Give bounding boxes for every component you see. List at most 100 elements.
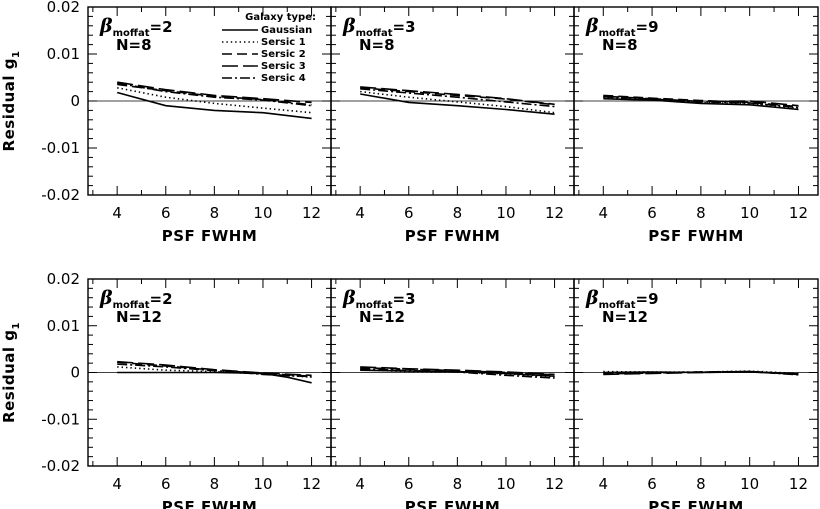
x-tick-label: 10: [496, 475, 515, 493]
x-tick-label: 8: [696, 204, 706, 222]
n-label: N=8: [116, 36, 152, 54]
legend-entry: Gaussian: [261, 25, 312, 36]
x-axis-label: PSF FWHM: [405, 498, 501, 509]
panel-6: 4 6 8 10 12 PSF FWHM βmoffat=9N=12: [573, 278, 819, 509]
beta-value: =9: [636, 18, 659, 36]
x-tick-label: 4: [599, 204, 609, 222]
x-tick-label: 12: [545, 475, 564, 493]
panel-5: 4 6 8 10 12 PSF FWHM βmoffat=3N=12: [330, 278, 575, 509]
x-tick-label: 12: [789, 204, 808, 222]
x-axis-label: PSF FWHM: [648, 498, 744, 509]
beta-symbol: β: [342, 287, 356, 309]
legend-entry: Sersic 2: [261, 49, 306, 60]
y-axis-label-sub: 1: [11, 322, 22, 329]
n-label: N=8: [602, 36, 638, 54]
y-tick-label: -0.01: [41, 410, 80, 428]
beta-value: =2: [150, 290, 173, 308]
beta-subscript: moffat: [356, 300, 393, 311]
x-tick-label: 8: [210, 204, 220, 222]
panel-4: 4 6 8 10 12 -0.02 -0.01 0 0.01 0.02 PSF FWHM Residu…: [0, 270, 332, 509]
n-label: N=12: [359, 308, 405, 326]
beta-subscript: moffat: [113, 300, 150, 311]
series-line-sersic-3: [117, 81, 312, 104]
y-tick-label: 0: [70, 364, 80, 382]
x-axis-label: PSF FWHM: [162, 498, 258, 509]
beta-subscript: moffat: [599, 300, 636, 311]
x-tick-label: 6: [404, 204, 414, 222]
panel-1: 4 6 8 10 12 -0.02 -0.01 0 0.01 0.02 PSF FWHM Residu…: [0, 0, 332, 245]
series-line-gaussian: [360, 93, 555, 115]
x-tick-label: 4: [112, 204, 122, 222]
x-tick-label: 4: [599, 475, 609, 493]
x-axis-label: PSF FWHM: [648, 227, 744, 245]
y-tick-label: 0: [70, 92, 80, 110]
x-tick-label: 12: [789, 475, 808, 493]
n-label: N=8: [359, 36, 395, 54]
series-line-sersic-3: [360, 86, 555, 106]
beta-symbol: β: [585, 287, 599, 309]
y-tick-label: -0.02: [41, 186, 80, 204]
beta-value: =9: [636, 290, 659, 308]
series-line-gaussian: [116, 91, 312, 120]
y-tick-label: 0.02: [47, 0, 80, 16]
y-tick-label: -0.02: [41, 457, 80, 475]
beta-label: βmoffat=3: [342, 15, 416, 39]
x-tick-label: 6: [161, 475, 171, 493]
n-label: N=12: [602, 308, 648, 326]
y-tick-label: 0.02: [47, 270, 80, 288]
x-tick-label: 12: [302, 475, 321, 493]
series-line-sersic-3: [117, 360, 312, 377]
series-line-sersic-4: [360, 88, 555, 108]
x-tick-label: 8: [453, 475, 463, 493]
series-line-gaussian: [603, 97, 799, 111]
x-tick-label: 4: [355, 475, 365, 493]
x-tick-label: 4: [355, 204, 365, 222]
beta-subscript: moffat: [599, 28, 636, 39]
y-tick-label: -0.01: [41, 139, 80, 157]
beta-symbol: β: [99, 287, 113, 309]
legend-entry: Sersic 3: [261, 61, 306, 72]
beta-symbol: β: [585, 15, 599, 37]
y-axis-label-main: Residual g: [0, 58, 18, 151]
x-tick-label: 6: [161, 204, 171, 222]
series-line-sersic-3: [360, 366, 555, 376]
x-tick-label: 8: [210, 475, 220, 493]
x-tick-label: 8: [696, 475, 706, 493]
x-axis-label: PSF FWHM: [405, 227, 501, 245]
x-tick-label: 10: [496, 204, 515, 222]
x-axis-label: PSF FWHM: [162, 227, 258, 245]
x-tick-label: 6: [647, 475, 657, 493]
beta-label: βmoffat=9: [585, 15, 659, 39]
x-tick-label: 6: [647, 204, 657, 222]
x-tick-label: 10: [253, 204, 272, 222]
panel-3: 4 6 8 10 12 PSF FWHM βmoffat=9N=8: [573, 6, 819, 245]
legend-entry: Sersic 4: [261, 73, 306, 84]
beta-label: βmoffat=2: [99, 287, 173, 311]
beta-value: =3: [393, 290, 416, 308]
x-tick-label: 10: [740, 475, 759, 493]
x-tick-label: 6: [404, 475, 414, 493]
beta-label: βmoffat=3: [342, 287, 416, 311]
x-tick-label: 10: [253, 475, 272, 493]
beta-value: =2: [150, 18, 173, 36]
series-line-sersic-4: [603, 96, 799, 109]
x-tick-label: 12: [302, 204, 321, 222]
series-line-sersic-1: [360, 90, 555, 114]
legend-title: Galaxy type:: [245, 12, 316, 23]
beta-subscript: moffat: [113, 28, 150, 39]
series-line-sersic-1: [117, 366, 312, 378]
x-tick-label: 10: [740, 204, 759, 222]
x-tick-label: 4: [112, 475, 122, 493]
y-axis-label-main: Residual g: [0, 330, 18, 423]
beta-subscript: moffat: [356, 28, 393, 39]
series-line-sersic-4: [360, 368, 555, 379]
beta-symbol: β: [99, 15, 113, 37]
series-line-sersic-4: [117, 363, 312, 378]
series-line-sersic-1: [117, 87, 312, 114]
series-line-sersic-4: [603, 370, 799, 376]
legend-entry: Sersic 1: [261, 37, 306, 48]
n-label: N=12: [116, 308, 162, 326]
panel-2: 4 6 8 10 12 PSF FWHM βmoffat=3N=8: [330, 6, 575, 245]
